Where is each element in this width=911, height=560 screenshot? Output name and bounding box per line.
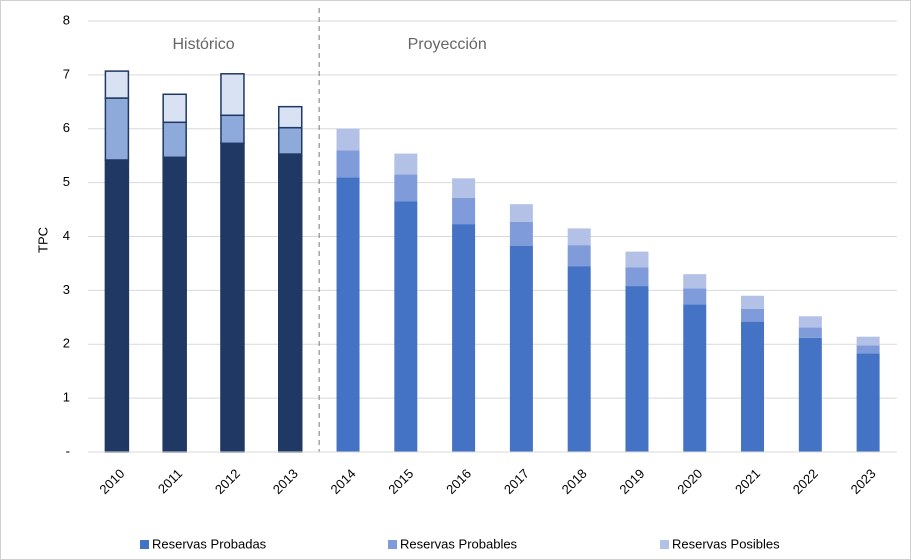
y-tick-label: 8 <box>63 12 70 27</box>
bar-segment <box>394 201 418 452</box>
legend-swatch <box>660 540 669 549</box>
bar-segment <box>336 150 360 178</box>
bar-segment <box>394 153 418 175</box>
bar-segment <box>741 308 765 322</box>
bar-segment <box>220 73 245 117</box>
y-tick-label: 6 <box>63 120 70 135</box>
bar-segment <box>798 316 822 328</box>
bar-segment <box>162 93 187 124</box>
bar-segment <box>625 267 649 287</box>
y-tick-label: - <box>66 443 70 458</box>
y-tick-label: 2 <box>63 336 70 351</box>
bar-segment <box>625 251 649 268</box>
bar-segment <box>509 204 533 222</box>
bar-segment <box>683 304 707 452</box>
bar-segment <box>567 266 591 452</box>
y-tick-label: 7 <box>63 66 70 81</box>
annotation: Histórico <box>172 36 234 53</box>
bar-segment <box>336 128 360 151</box>
legend-label: Reservas Probadas <box>152 536 267 551</box>
y-tick-label: 3 <box>63 282 70 297</box>
bar-segment <box>162 156 187 453</box>
bar-segment <box>856 336 880 346</box>
bar-segment <box>509 245 533 452</box>
y-tick-label: 1 <box>63 390 70 405</box>
y-axis-label: TPC <box>35 227 50 253</box>
legend-label: Reservas Probables <box>400 536 518 551</box>
bar-segment <box>278 126 303 155</box>
bar-segment <box>104 70 130 99</box>
bar-segment <box>798 327 822 338</box>
bar-segment <box>625 286 649 452</box>
y-tick-label: 4 <box>63 228 70 243</box>
bar-segment <box>162 121 187 159</box>
bar-segment <box>104 97 130 161</box>
bar-segment <box>856 345 880 354</box>
annotation: Proyección <box>408 36 487 53</box>
bar-segment <box>336 177 360 453</box>
bar-segment <box>683 288 707 305</box>
y-tick-label: 5 <box>63 174 70 189</box>
bar-segment <box>278 105 303 129</box>
bar-segment <box>567 228 591 246</box>
bar-segment <box>220 142 245 453</box>
bar-segment <box>683 274 707 289</box>
legend-swatch <box>140 540 149 549</box>
bar-segment <box>567 245 591 267</box>
bar-segment <box>798 337 822 452</box>
bar-segment <box>394 174 418 202</box>
legend-swatch <box>388 540 397 549</box>
bar-segment <box>104 159 130 453</box>
bar-segment <box>452 197 476 225</box>
bar-segment <box>741 321 765 452</box>
bar-segment <box>278 153 303 453</box>
bar-segment <box>741 295 765 309</box>
bar-segment <box>452 224 476 452</box>
legend-label: Reservas Posibles <box>672 536 780 551</box>
bar-segment <box>220 114 245 145</box>
bar-segment <box>452 178 476 198</box>
bar-segment <box>856 353 880 452</box>
bar-segment <box>509 221 533 246</box>
